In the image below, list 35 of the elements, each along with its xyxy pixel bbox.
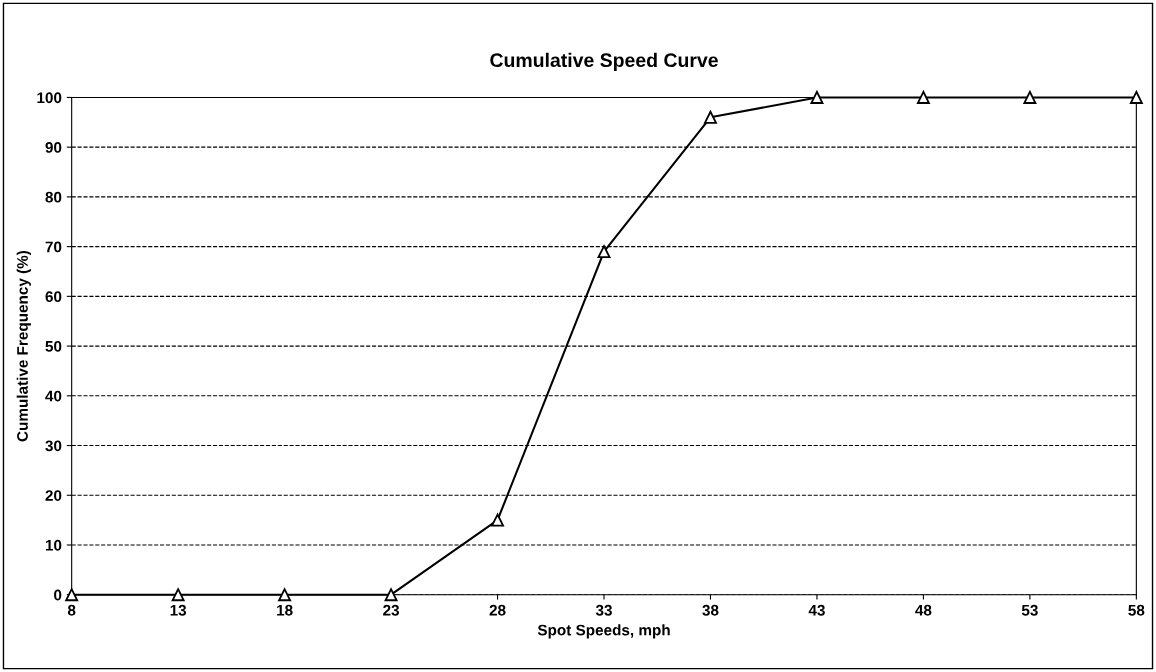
x-tick-label: 53 [1021,604,1038,616]
y-tick-label: 10 [45,539,62,551]
x-tick-label: 8 [67,604,76,616]
y-tick-label: 30 [45,440,62,452]
x-tick-label: 18 [277,604,293,616]
point [278,588,292,602]
x-tick-label: 38 [702,604,719,616]
y-tick-label: 40 [45,390,62,402]
y-tick-label: 0 [54,589,62,601]
y-tick-label: 80 [45,191,62,203]
x-tick-label: 28 [489,604,506,616]
x-tick-label: 48 [915,604,932,616]
x-tick-label: 23 [383,604,400,616]
y-tick-label: 60 [45,291,62,303]
point [1023,90,1037,104]
chart-title: Cumulative Speed Curve [490,52,718,71]
x-tick-label: 13 [170,604,187,616]
point [384,588,398,602]
point [704,110,717,124]
x-axis-title: Spot Speeds, mph [537,624,670,639]
point [810,90,824,104]
point [171,588,185,602]
y-axis-title: Cumulative Frequency (%) [16,250,31,442]
point [491,513,505,527]
x-tick-label: 58 [1128,604,1145,616]
y-tick-label: 20 [45,490,62,501]
point [1129,90,1143,104]
point [597,245,611,259]
y-tick-label: 90 [45,142,62,153]
x-tick-label: 43 [808,604,825,616]
x-tick-label: 33 [595,604,612,616]
y-tick-label: 50 [45,340,62,352]
point [916,90,930,104]
y-tick-label: 100 [37,92,62,104]
y-tick-label: 70 [45,241,62,253]
